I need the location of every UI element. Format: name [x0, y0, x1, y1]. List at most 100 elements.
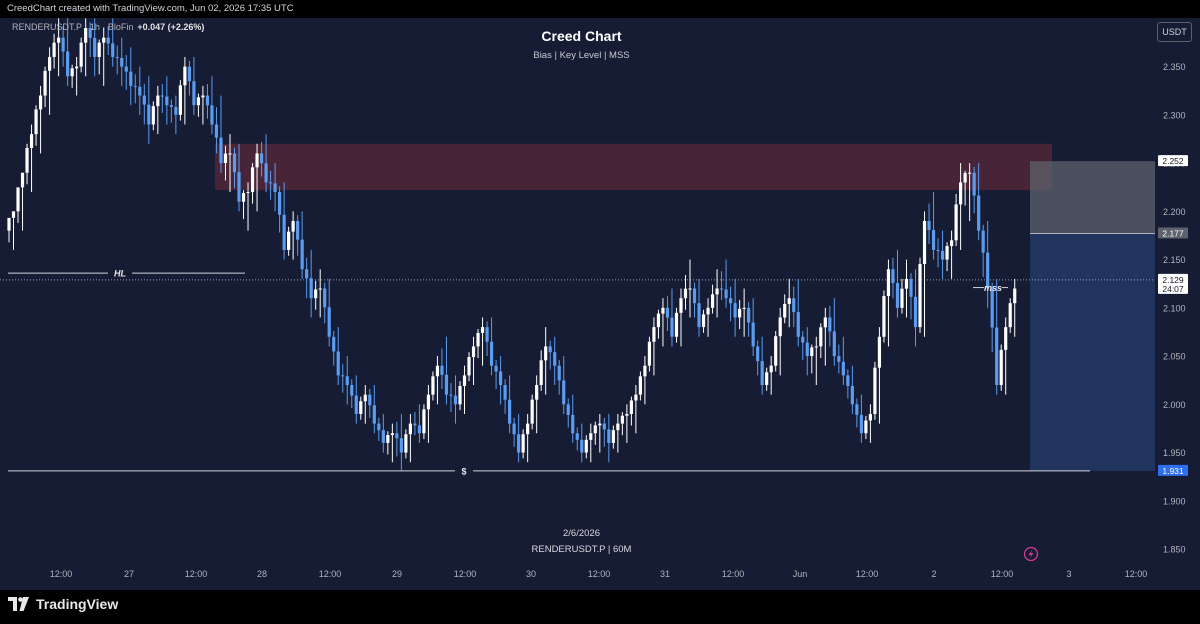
candle-body	[643, 365, 647, 377]
y-tick-label: 2.000	[1163, 400, 1186, 410]
candle-body	[593, 425, 597, 434]
candle-body	[246, 192, 250, 194]
candle-body	[336, 351, 340, 376]
candle-body	[526, 423, 530, 435]
candle-body	[566, 404, 570, 415]
candle-body	[34, 109, 38, 135]
candle-body	[38, 95, 43, 110]
candle-body	[57, 37, 61, 43]
candle-body	[372, 405, 376, 424]
candle-body	[805, 342, 809, 357]
candle-body	[665, 307, 670, 318]
watermark-date: 2/6/2026	[563, 528, 600, 539]
candle-body	[66, 51, 70, 77]
candle-body	[20, 172, 25, 188]
candle-body	[864, 420, 868, 434]
x-tick-label: Jun	[793, 569, 808, 579]
chart-title: Creed Chart	[541, 28, 622, 44]
candle-body	[187, 66, 191, 82]
candle-body	[598, 423, 602, 426]
price-label-box	[1158, 155, 1188, 167]
candle-body	[742, 307, 746, 309]
lightning-icon-bolt	[1028, 549, 1034, 559]
chart-area[interactable]: 2.3502.3002.2502.2002.1502.1002.0502.000…	[0, 18, 1200, 590]
candle-body	[819, 327, 823, 347]
chart-subtitle: Bias | Key Level | MSS	[533, 50, 630, 61]
y-tick-label: 1.950	[1163, 448, 1186, 458]
candle-body	[823, 317, 827, 328]
candle-body	[638, 376, 642, 395]
candle-body	[476, 332, 480, 347]
candle-body	[656, 313, 661, 328]
candle-body	[747, 307, 751, 323]
candle-body	[332, 336, 336, 352]
annotation-label: mss	[984, 283, 1002, 293]
candle-body	[719, 288, 724, 290]
candle-body	[440, 365, 444, 375]
candle-body	[625, 413, 629, 416]
candle-body	[751, 322, 755, 347]
candle-body	[580, 439, 584, 453]
candle-body	[634, 394, 638, 401]
candle-body	[214, 124, 219, 138]
candle-body	[183, 66, 187, 86]
x-tick-label: 3	[1066, 569, 1071, 579]
candle-body	[453, 395, 458, 405]
lightning-icon	[1023, 546, 1039, 562]
candle-body	[133, 85, 137, 87]
candle-body	[368, 394, 372, 406]
candle-body	[936, 249, 940, 251]
candle-body	[756, 346, 760, 362]
candle-body	[255, 153, 259, 168]
candle-body	[548, 346, 552, 353]
candle-body	[683, 288, 688, 299]
candle-body	[629, 400, 633, 414]
candle-body	[575, 433, 579, 440]
candle-body	[521, 434, 525, 453]
y-tick-label: 2.350	[1163, 62, 1186, 72]
candle-body	[945, 246, 949, 260]
candle-body	[900, 288, 904, 308]
candle-body	[715, 288, 719, 295]
candle-body	[977, 195, 981, 231]
candle-body	[278, 192, 282, 215]
candle-body	[990, 288, 994, 328]
candle-body	[485, 327, 489, 342]
candle-body	[620, 415, 624, 424]
candle-body	[954, 204, 958, 241]
price-label-box	[1158, 273, 1188, 294]
candle-body	[801, 336, 805, 343]
candle-body	[52, 42, 56, 57]
candle-body	[196, 97, 201, 106]
candle-body	[84, 28, 88, 43]
currency-button[interactable]: USDT	[1157, 22, 1192, 42]
tradingview-brand[interactable]: TradingView	[8, 596, 118, 612]
candle-body	[508, 399, 512, 424]
candle-body	[503, 385, 507, 400]
candle-body	[729, 298, 733, 304]
candle-body	[1008, 303, 1012, 328]
candle-body	[480, 327, 485, 333]
created-by-text: CreedChart created with TradingView.com,…	[7, 3, 294, 14]
candle-body	[972, 172, 976, 196]
candle-body	[178, 85, 182, 115]
y-tick-label: 2.150	[1163, 255, 1186, 265]
candle-body	[913, 296, 918, 328]
symbol-legend[interactable]: RENDERUSDT.P · 1h · BloFin +0.047 (+2.26%…	[12, 22, 204, 32]
candle-body	[29, 134, 34, 149]
x-tick-label: 12:00	[50, 569, 73, 579]
candle-body	[75, 66, 79, 69]
candle-body	[219, 137, 223, 164]
candle-body	[701, 314, 706, 328]
candlestick-chart[interactable]: 2.3502.3002.2502.2002.1502.1002.0502.000…	[0, 18, 1200, 590]
candle-body	[832, 331, 836, 357]
legend-symbol[interactable]: RENDERUSDT.P · 1h · BloFin	[12, 22, 134, 32]
x-tick-label: 12:00	[856, 569, 879, 579]
candle-body	[282, 214, 286, 250]
candle-body	[422, 409, 426, 434]
candle-body	[323, 288, 327, 308]
candle-body	[517, 434, 521, 453]
candle-body	[877, 336, 882, 368]
candle-body	[395, 433, 399, 439]
candle-body	[679, 298, 683, 313]
